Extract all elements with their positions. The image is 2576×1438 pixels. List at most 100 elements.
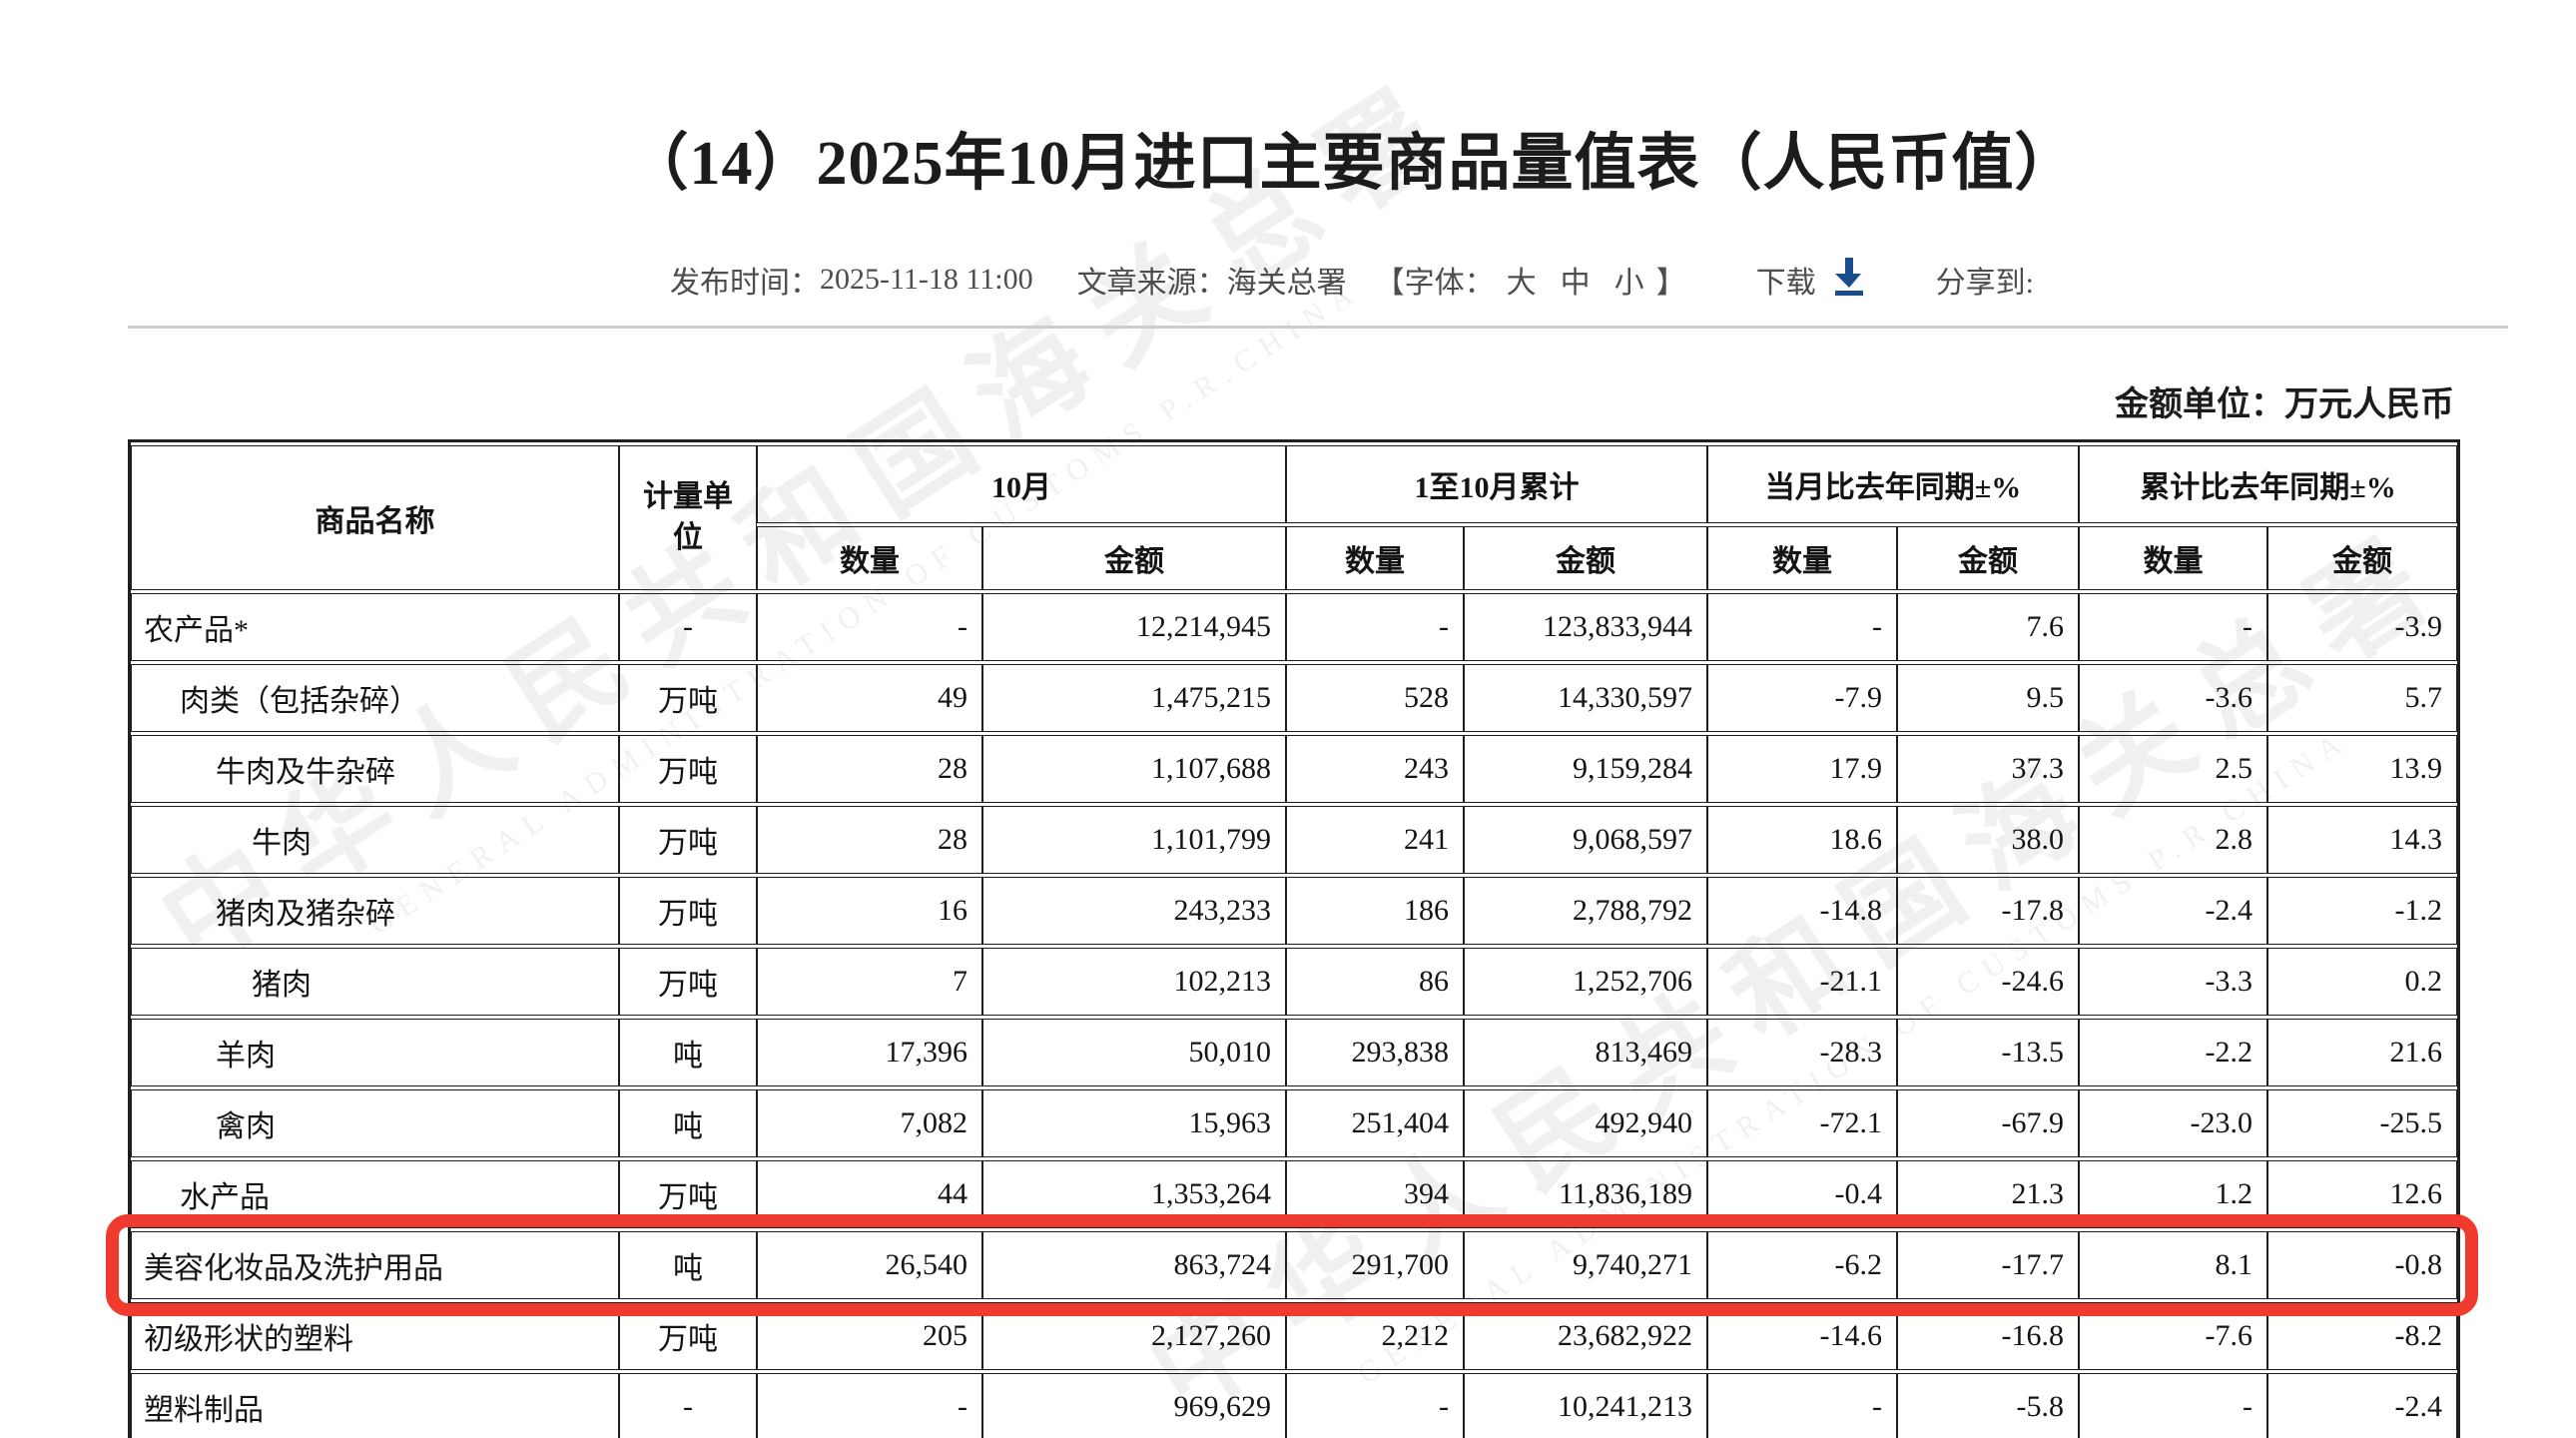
header-value: 金额 xyxy=(2267,526,2457,590)
cell-unit: 万吨 xyxy=(619,735,757,803)
cell-product-name: 猪肉及猪杂碎 xyxy=(131,877,619,945)
cell-cumulative-value: 23,682,922 xyxy=(1464,1302,1707,1370)
cell-unit: 万吨 xyxy=(619,664,757,732)
cell-month-yoy-value: -24.6 xyxy=(1897,948,2079,1016)
cell-product-name: 羊肉 xyxy=(131,1019,619,1086)
font-size-label-close: 】 xyxy=(1655,267,1686,300)
cell-cumulative-value: 123,833,944 xyxy=(1464,593,1707,661)
header-group-cumulative-yoy: 累计比去年同期±% xyxy=(2079,445,2457,523)
cell-month-yoy-qty: - xyxy=(1707,593,1897,661)
cell-month-qty: 44 xyxy=(757,1160,982,1228)
cell-month-yoy-value: 9.5 xyxy=(1897,664,2079,732)
cell-month-yoy-qty: 18.6 xyxy=(1707,806,1897,874)
cell-month-yoy-qty: 17.9 xyxy=(1707,735,1897,803)
cell-month-value: 243,233 xyxy=(982,877,1286,945)
table-row: 禽肉 吨 7,082 15,963 251,404 492,940 -72.1 … xyxy=(131,1089,2457,1157)
cell-month-value: 50,010 xyxy=(982,1019,1286,1086)
cell-product-name: 猪肉 xyxy=(131,948,619,1016)
cell-cumulative-yoy-qty: -2.4 xyxy=(2079,877,2267,945)
cell-cumulative-value: 11,836,189 xyxy=(1464,1160,1707,1228)
cell-month-qty: 28 xyxy=(757,806,982,874)
source-label: 文章来源： xyxy=(1076,267,1227,300)
cell-cumulative-qty: 86 xyxy=(1286,948,1464,1016)
cell-cumulative-qty: 186 xyxy=(1286,877,1464,945)
cell-cumulative-yoy-value: 14.3 xyxy=(2267,806,2457,874)
cell-month-qty: 7 xyxy=(757,948,982,1016)
table-row: 羊肉 吨 17,396 50,010 293,838 813,469 -28.3… xyxy=(131,1019,2457,1086)
cell-cumulative-qty: 528 xyxy=(1286,664,1464,732)
header-value: 金额 xyxy=(1897,526,2079,590)
cell-cumulative-qty: - xyxy=(1286,1373,1464,1438)
cell-month-qty: 49 xyxy=(757,664,982,732)
cell-cumulative-yoy-qty: 2.8 xyxy=(2079,806,2267,874)
cell-month-yoy-value: 21.3 xyxy=(1897,1160,2079,1228)
cell-unit: 万吨 xyxy=(619,877,757,945)
download-icon[interactable] xyxy=(1832,256,1866,304)
cell-cumulative-yoy-value: -25.5 xyxy=(2267,1089,2457,1157)
cell-cumulative-yoy-value: 21.6 xyxy=(2267,1019,2457,1086)
cell-cumulative-qty: 243 xyxy=(1286,735,1464,803)
font-size-medium-link[interactable]: 中 xyxy=(1560,267,1591,300)
cell-cumulative-value: 492,940 xyxy=(1464,1089,1707,1157)
cell-unit: - xyxy=(619,1373,757,1438)
cell-cumulative-qty: - xyxy=(1286,593,1464,661)
cell-cumulative-value: 813,469 xyxy=(1464,1019,1707,1086)
header-divider xyxy=(128,326,2508,329)
cell-cumulative-qty: 394 xyxy=(1286,1160,1464,1228)
publish-time-label: 发布时间： xyxy=(670,267,821,300)
cell-month-yoy-value: -5.8 xyxy=(1897,1373,2079,1438)
header-group-month-yoy: 当月比去年同期±% xyxy=(1707,445,2079,523)
header-value: 金额 xyxy=(982,526,1286,590)
cell-month-yoy-qty: - xyxy=(1707,1373,1897,1438)
header-qty: 数量 xyxy=(757,526,982,590)
table-row: 农产品* - - 12,214,945 - 123,833,944 - 7.6 … xyxy=(131,593,2457,661)
cell-unit: 吨 xyxy=(619,1089,757,1157)
cell-month-yoy-qty: -6.2 xyxy=(1707,1231,1897,1299)
cell-cumulative-qty: 291,700 xyxy=(1286,1231,1464,1299)
cell-cumulative-yoy-qty: - xyxy=(2079,1373,2267,1438)
table-row: 美容化妆品及洗护用品 吨 26,540 863,724 291,700 9,74… xyxy=(131,1231,2457,1299)
cell-cumulative-yoy-value: 13.9 xyxy=(2267,735,2457,803)
cell-unit: 万吨 xyxy=(619,948,757,1016)
header-value: 金额 xyxy=(1464,526,1707,590)
cell-product-name: 禽肉 xyxy=(131,1089,619,1157)
cell-cumulative-yoy-value: -1.2 xyxy=(2267,877,2457,945)
cell-cumulative-yoy-qty: -7.6 xyxy=(2079,1302,2267,1370)
cell-cumulative-value: 9,068,597 xyxy=(1464,806,1707,874)
cell-unit: 吨 xyxy=(619,1231,757,1299)
cell-month-qty: 17,396 xyxy=(757,1019,982,1086)
cell-month-value: 102,213 xyxy=(982,948,1286,1016)
cell-month-yoy-qty: -21.1 xyxy=(1707,948,1897,1016)
table-row: 牛肉 万吨 28 1,101,799 241 9,068,597 18.6 38… xyxy=(131,806,2457,874)
cell-month-yoy-value: -67.9 xyxy=(1897,1089,2079,1157)
cell-month-value: 12,214,945 xyxy=(982,593,1286,661)
cell-cumulative-yoy-qty: 2.5 xyxy=(2079,735,2267,803)
header-unit: 计量单位 xyxy=(619,445,757,590)
cell-cumulative-yoy-value: -3.9 xyxy=(2267,593,2457,661)
font-size-large-link[interactable]: 大 xyxy=(1506,267,1537,300)
cell-cumulative-yoy-value: -8.2 xyxy=(2267,1302,2457,1370)
cell-product-name: 美容化妆品及洗护用品 xyxy=(131,1231,619,1299)
cell-month-value: 1,107,688 xyxy=(982,735,1286,803)
cell-month-value: 1,353,264 xyxy=(982,1160,1286,1228)
cell-product-name: 塑料制品 xyxy=(131,1373,619,1438)
cell-unit: 万吨 xyxy=(619,1160,757,1228)
import-commodities-table: 商品名称 计量单位 10月 1至10月累计 当月比去年同期±% 累计比去年同期±… xyxy=(128,439,2460,1438)
cell-cumulative-qty: 241 xyxy=(1286,806,1464,874)
download-label: 下载 xyxy=(1755,267,1816,300)
cell-month-yoy-value: 37.3 xyxy=(1897,735,2079,803)
cell-month-yoy-value: 7.6 xyxy=(1897,593,2079,661)
cell-cumulative-yoy-value: 12.6 xyxy=(2267,1160,2457,1228)
cell-unit: - xyxy=(619,593,757,661)
cell-month-value: 1,101,799 xyxy=(982,806,1286,874)
cell-cumulative-yoy-value: 5.7 xyxy=(2267,664,2457,732)
cell-cumulative-value: 2,788,792 xyxy=(1464,877,1707,945)
download-button[interactable]: 下载 xyxy=(1756,256,1866,304)
cell-cumulative-yoy-qty: -3.6 xyxy=(2079,664,2267,732)
table-row: 牛肉及牛杂碎 万吨 28 1,107,688 243 9,159,284 17.… xyxy=(131,735,2457,803)
font-size-small-link[interactable]: 小 xyxy=(1613,267,1644,300)
cell-month-value: 863,724 xyxy=(982,1231,1286,1299)
header-qty: 数量 xyxy=(1707,526,1897,590)
cell-cumulative-yoy-value: -2.4 xyxy=(2267,1373,2457,1438)
